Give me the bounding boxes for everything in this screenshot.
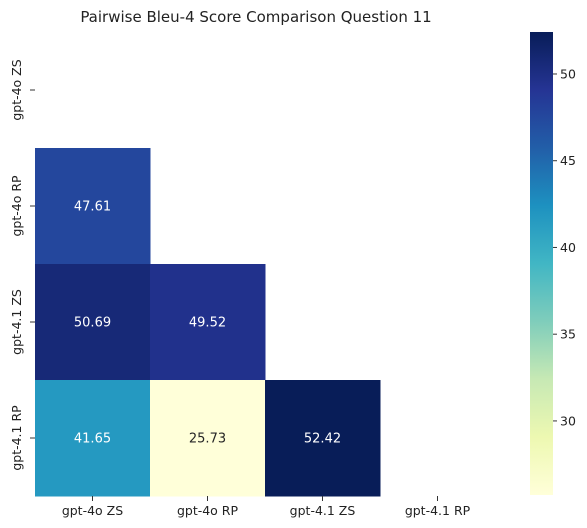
x-tick-label: gpt-4o RP (177, 503, 239, 518)
y-tick-label: gpt-4o RP (9, 175, 24, 237)
chart-title: Pairwise Bleu-4 Score Comparison Questio… (80, 8, 431, 26)
cell-value-label: 47.61 (74, 200, 111, 215)
x-axis: gpt-4o ZS gpt-4o RP gpt-4.1 ZS gpt-4.1 RP (62, 496, 471, 518)
y-axis: gpt-4o ZS gpt-4o RP gpt-4.1 ZS gpt-4.1 RP (9, 59, 35, 470)
colorbar-tick-label: 45 (560, 153, 576, 168)
x-tick-label: gpt-4o ZS (62, 503, 123, 518)
x-tick-label: gpt-4.1 ZS (290, 503, 356, 518)
colorbar-tick-label: 30 (560, 413, 576, 428)
cell-value-label: 50.69 (74, 316, 111, 331)
cell-value-label: 41.65 (74, 432, 111, 447)
y-tick-label: gpt-4.1 ZS (9, 289, 24, 355)
heatmap-cells: 47.61 50.69 49.52 41.65 25.73 52.42 (35, 148, 381, 497)
cell-value-label: 49.52 (189, 316, 226, 331)
x-tick-label: gpt-4.1 RP (405, 503, 471, 518)
cell-value-label: 52.42 (304, 432, 341, 447)
y-tick-label: gpt-4o ZS (9, 59, 24, 120)
colorbar-gradient (530, 32, 553, 495)
colorbar-tick-label: 50 (560, 66, 576, 81)
colorbar: 30 35 40 45 50 (530, 32, 576, 495)
colorbar-tick-label: 35 (560, 327, 576, 342)
y-tick-label: gpt-4.1 RP (9, 405, 24, 471)
cell-value-label: 25.73 (189, 432, 226, 447)
colorbar-tick-label: 40 (560, 240, 576, 255)
